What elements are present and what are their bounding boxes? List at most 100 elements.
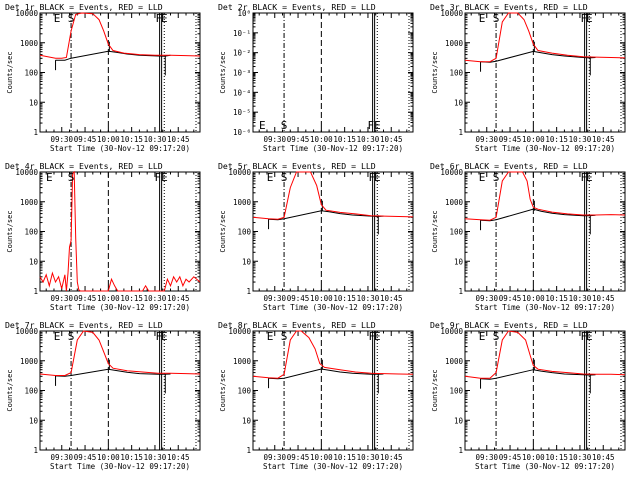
panel-title: Det 9r BLACK = Events, RED = LLD <box>430 320 588 330</box>
x-tick-label: 09:45 <box>74 294 97 303</box>
x-tick-label: 10:30 <box>357 135 380 144</box>
x-axis-label: Start Time (30-Nov-12 09:17:20) <box>263 144 403 153</box>
x-axis-label: Start Time (30-Nov-12 09:17:20) <box>475 144 615 153</box>
marker-letter: S <box>493 12 500 25</box>
y-tick-label: 10⁻⁵ <box>233 108 251 117</box>
events-series-line <box>55 368 171 377</box>
y-tick-label: 10⁻² <box>233 49 251 58</box>
x-tick-label: 10:15 <box>333 453 356 462</box>
y-tick-label: 10000 <box>15 327 38 336</box>
y-axis-label: Counts/sec <box>6 369 14 411</box>
detector-panel-3: Det 3r BLACK = Events, RED = LLD Counts/s… <box>430 2 626 153</box>
x-axis-label: Start Time (30-Nov-12 09:17:20) <box>475 462 615 471</box>
plot-frame <box>39 12 201 133</box>
x-tick-label: 09:30 <box>50 135 73 144</box>
x-tick-label: 10:45 <box>592 135 615 144</box>
marker-letter: S <box>68 171 75 184</box>
y-tick-label: 100 <box>449 228 463 237</box>
marker-letter: E <box>161 330 168 343</box>
x-tick-label: 10:00 <box>522 294 545 303</box>
lld-series-line <box>464 12 626 63</box>
x-tick-label: 09:45 <box>287 453 310 462</box>
detector-panel-9: Det 9r BLACK = Events, RED = LLD Counts/s… <box>430 320 626 471</box>
plot-frame <box>39 171 201 292</box>
x-tick-label: 10:00 <box>310 453 333 462</box>
events-series-line <box>480 50 596 63</box>
panel-title: Det 5r BLACK = Events, RED = LLD <box>218 161 376 171</box>
detector-panel-5: Det 5r BLACK = Events, RED = LLD Counts/s… <box>218 161 414 312</box>
x-tick-label: 10:30 <box>569 135 592 144</box>
y-axis-label: Counts/sec <box>6 51 14 93</box>
y-tick-label: 10⁻³ <box>233 69 251 78</box>
y-tick-label: 100 <box>449 387 463 396</box>
detector-panel-4: Det 4r BLACK = Events, RED = LLD Counts/s… <box>5 161 201 312</box>
y-tick-label: 10 <box>29 98 39 107</box>
x-tick-label: 09:45 <box>499 453 522 462</box>
panel-title: Det 1r BLACK = Events, RED = LLD <box>5 2 163 12</box>
y-tick-label: 10⁻⁴ <box>233 88 251 97</box>
x-tick-label: 10:15 <box>333 294 356 303</box>
y-tick-label: 100 <box>449 69 463 78</box>
marker-letter: E <box>54 12 61 25</box>
lld-series-line <box>252 171 414 220</box>
plot-frame <box>464 12 626 133</box>
x-tick-label: 09:45 <box>287 135 310 144</box>
x-tick-label: 10:45 <box>167 135 190 144</box>
x-tick-label: 10:00 <box>522 135 545 144</box>
y-tick-label: 10 <box>454 416 464 425</box>
y-tick-label: 1 <box>458 128 463 137</box>
marker-letter: S <box>281 119 288 132</box>
marker-letter: S <box>281 171 288 184</box>
y-axis-label: Counts/sec <box>219 210 227 252</box>
x-tick-label: 10:15 <box>120 135 143 144</box>
x-tick-label: 10:00 <box>310 135 333 144</box>
x-tick-label: 09:30 <box>263 453 286 462</box>
marker-letter: S <box>493 171 500 184</box>
panel-title: Det 6r BLACK = Events, RED = LLD <box>430 161 588 171</box>
marker-letter: E <box>46 171 53 184</box>
y-tick-label: 10000 <box>440 9 463 18</box>
y-tick-label: 1000 <box>20 39 39 48</box>
marker-letter: E <box>267 171 274 184</box>
marker-letter: E <box>267 330 274 343</box>
plot-frame <box>39 330 201 451</box>
marker-letter: E <box>374 330 381 343</box>
panel-title: Det 8r BLACK = Events, RED = LLD <box>218 320 376 330</box>
x-tick-label: 09:30 <box>475 453 498 462</box>
y-tick-label: 10 <box>454 98 464 107</box>
lld-series-line <box>464 171 626 221</box>
plot-frame <box>464 330 626 451</box>
x-tick-label: 09:30 <box>475 135 498 144</box>
x-tick-label: 09:45 <box>74 453 97 462</box>
events-series-line <box>480 369 596 380</box>
marker-letter: S <box>68 12 75 25</box>
y-tick-label: 10000 <box>440 327 463 336</box>
x-tick-label: 10:45 <box>592 453 615 462</box>
panel-title: Det 2r BLACK = Events, RED = LLD <box>218 2 376 12</box>
x-tick-label: 10:15 <box>545 294 568 303</box>
x-tick-label: 10:30 <box>144 135 167 144</box>
x-tick-label: 09:30 <box>475 294 498 303</box>
x-tick-label: 09:30 <box>263 135 286 144</box>
x-tick-label: 09:45 <box>74 135 97 144</box>
marker-letter: FE <box>155 171 168 184</box>
marker-letter: E <box>479 12 486 25</box>
x-tick-label: 09:30 <box>263 294 286 303</box>
marker-letter: E <box>479 171 486 184</box>
x-tick-label: 10:45 <box>167 453 190 462</box>
y-tick-label: 10000 <box>228 327 251 336</box>
x-tick-label: 09:30 <box>50 453 73 462</box>
x-tick-label: 10:30 <box>144 453 167 462</box>
lld-series-line <box>39 170 201 292</box>
x-axis-label: Start Time (30-Nov-12 09:17:20) <box>263 462 403 471</box>
y-tick-label: 10 <box>454 257 464 266</box>
x-tick-label: 10:15 <box>120 294 143 303</box>
detector-panel-2: Det 2r BLACK = Events, RED = LLD Counts/s… <box>218 2 414 153</box>
x-tick-label: 10:00 <box>522 453 545 462</box>
y-tick-label: 1000 <box>445 357 464 366</box>
events-series-line <box>55 50 171 61</box>
marker-letter: S <box>493 330 500 343</box>
x-tick-label: 10:15 <box>545 453 568 462</box>
y-axis-label: Counts/sec <box>431 51 439 93</box>
marker-letter: E <box>374 171 381 184</box>
